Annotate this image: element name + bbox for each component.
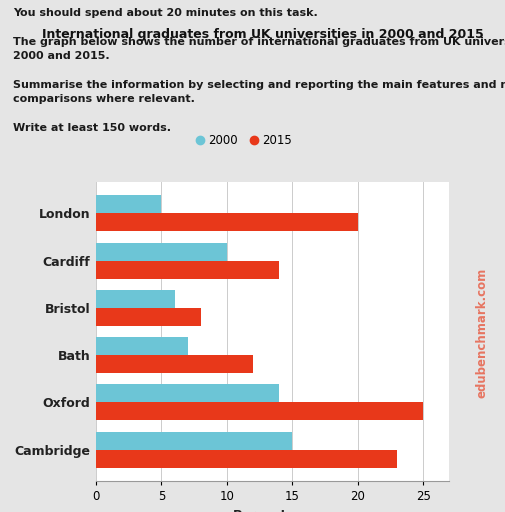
Bar <box>96 402 423 420</box>
Text: International graduates from UK universities in 2000 and 2015: International graduates from UK universi… <box>42 28 483 41</box>
Bar <box>96 214 358 231</box>
Bar <box>96 385 279 402</box>
X-axis label: Percentage: Percentage <box>233 509 313 512</box>
Bar <box>96 243 227 261</box>
Bar <box>96 337 187 355</box>
Bar <box>96 261 279 279</box>
Bar <box>96 196 162 214</box>
Text: You should spend about 20 minutes on this task.

The graph below shows the numbe: You should spend about 20 minutes on thi… <box>13 8 505 133</box>
Text: edubenchmark.com: edubenchmark.com <box>476 268 489 398</box>
Bar <box>96 432 292 450</box>
Bar <box>96 450 397 467</box>
Bar <box>96 308 200 326</box>
Legend: 2000, 2015: 2000, 2015 <box>197 134 292 147</box>
Bar <box>96 355 253 373</box>
Bar <box>96 290 175 308</box>
